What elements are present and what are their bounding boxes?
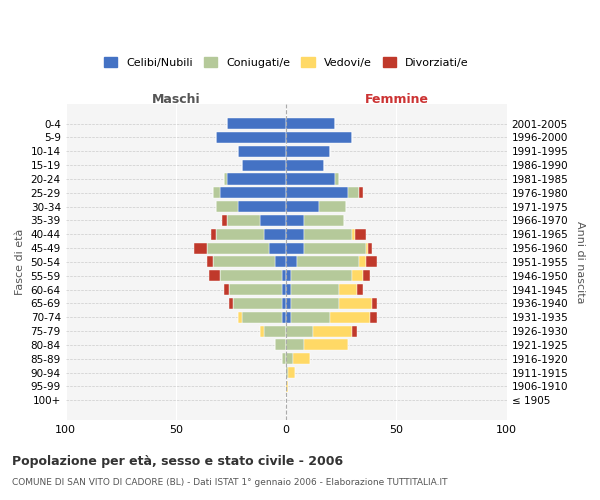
Bar [286, 242, 304, 254]
Bar [238, 201, 286, 212]
Text: Maschi: Maschi [152, 92, 200, 106]
Bar [286, 160, 323, 170]
Bar [352, 270, 364, 281]
Bar [286, 312, 290, 323]
Bar [313, 326, 352, 336]
Bar [372, 298, 377, 309]
Bar [260, 326, 264, 336]
Bar [339, 284, 357, 295]
Bar [290, 270, 352, 281]
Bar [286, 367, 289, 378]
Bar [286, 340, 304, 350]
Bar [359, 256, 365, 268]
Text: COMUNE DI SAN VITO DI CADORE (BL) - Dati ISTAT 1° gennaio 2006 - Elaborazione TU: COMUNE DI SAN VITO DI CADORE (BL) - Dati… [12, 478, 448, 487]
Bar [290, 298, 339, 309]
Bar [359, 188, 364, 198]
Bar [286, 174, 335, 184]
Bar [286, 132, 352, 143]
Bar [293, 353, 310, 364]
Bar [319, 201, 346, 212]
Bar [304, 242, 365, 254]
Text: Femmine: Femmine [364, 92, 428, 106]
Bar [242, 160, 286, 170]
Bar [286, 298, 290, 309]
Bar [282, 312, 286, 323]
Legend: Celibi/Nubili, Coniugati/e, Vedovi/e, Divorziati/e: Celibi/Nubili, Coniugati/e, Vedovi/e, Di… [100, 52, 473, 72]
Bar [304, 229, 352, 240]
Bar [215, 229, 264, 240]
Bar [214, 188, 220, 198]
Bar [352, 229, 355, 240]
Bar [269, 242, 286, 254]
Bar [286, 215, 304, 226]
Bar [227, 118, 286, 129]
Bar [229, 298, 233, 309]
Bar [364, 270, 370, 281]
Bar [282, 284, 286, 295]
Bar [224, 174, 227, 184]
Bar [264, 229, 286, 240]
Bar [289, 367, 295, 378]
Bar [290, 284, 339, 295]
Bar [227, 215, 260, 226]
Bar [238, 146, 286, 157]
Bar [286, 284, 290, 295]
Bar [286, 229, 304, 240]
Bar [365, 242, 368, 254]
Bar [365, 256, 377, 268]
Bar [264, 326, 286, 336]
Bar [238, 312, 242, 323]
Bar [297, 256, 359, 268]
Bar [233, 298, 282, 309]
Bar [194, 242, 207, 254]
Bar [355, 229, 365, 240]
Bar [215, 201, 238, 212]
Bar [220, 188, 286, 198]
Bar [220, 270, 282, 281]
Bar [215, 132, 286, 143]
Bar [286, 201, 319, 212]
Bar [286, 188, 348, 198]
Text: Popolazione per età, sesso e stato civile - 2006: Popolazione per età, sesso e stato civil… [12, 455, 343, 468]
Bar [339, 298, 372, 309]
Bar [286, 326, 313, 336]
Bar [286, 353, 293, 364]
Bar [331, 312, 370, 323]
Bar [242, 312, 282, 323]
Bar [224, 284, 229, 295]
Bar [286, 118, 335, 129]
Bar [368, 242, 372, 254]
Bar [357, 284, 364, 295]
Bar [275, 340, 286, 350]
Bar [211, 229, 215, 240]
Bar [335, 174, 339, 184]
Bar [348, 188, 359, 198]
Bar [304, 215, 344, 226]
Bar [214, 256, 275, 268]
Bar [207, 256, 214, 268]
Bar [229, 284, 282, 295]
Bar [282, 270, 286, 281]
Bar [304, 340, 348, 350]
Y-axis label: Anni di nascita: Anni di nascita [575, 220, 585, 303]
Bar [207, 242, 269, 254]
Bar [260, 215, 286, 226]
Bar [370, 312, 377, 323]
Bar [275, 256, 286, 268]
Bar [286, 381, 289, 392]
Bar [290, 312, 331, 323]
Bar [286, 146, 331, 157]
Bar [222, 215, 227, 226]
Bar [286, 270, 290, 281]
Bar [282, 353, 286, 364]
Y-axis label: Fasce di età: Fasce di età [15, 229, 25, 295]
Bar [227, 174, 286, 184]
Bar [282, 298, 286, 309]
Bar [352, 326, 357, 336]
Bar [286, 256, 297, 268]
Bar [209, 270, 220, 281]
